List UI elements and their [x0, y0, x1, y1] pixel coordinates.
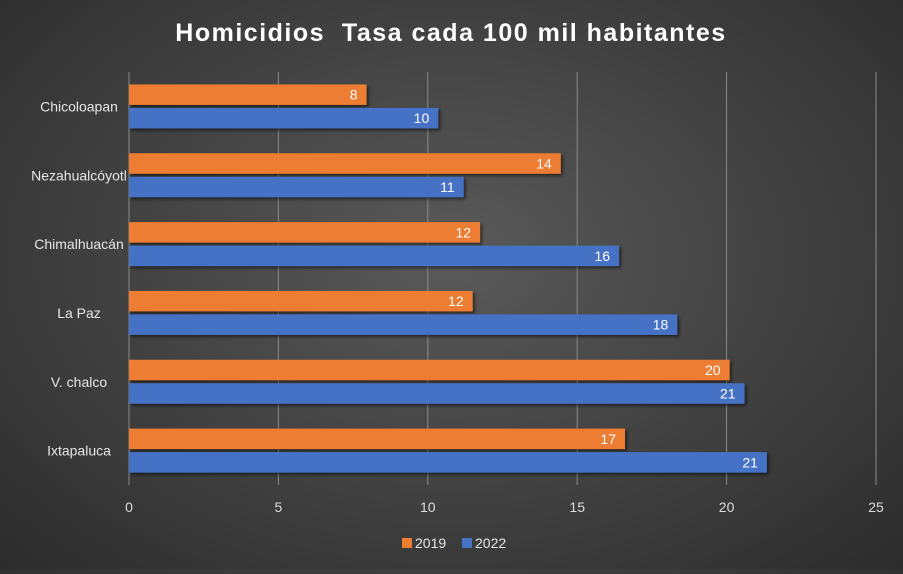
category-label: Chicoloapan: [40, 98, 118, 114]
x-tick-label: 5: [275, 499, 283, 515]
category-axis: Chicoloapan Nezahualcóyotl Chimalhuacán La …: [31, 98, 127, 458]
bar-2019: [129, 290, 473, 312]
gridlines: [128, 72, 877, 485]
category-label: Ixtapaluca: [47, 443, 111, 459]
bar-2022: [129, 245, 620, 267]
data-label-2019: 17: [600, 431, 616, 447]
data-label-2022: 11: [440, 179, 455, 195]
legend: 2019 2022: [402, 535, 506, 551]
x-tick-label: 15: [569, 499, 585, 515]
data-label-2022: 10: [414, 110, 430, 126]
bar-2022: [129, 107, 439, 129]
data-label-2022: 21: [742, 454, 758, 470]
x-tick-label: 10: [420, 499, 436, 515]
bar-2019: [129, 153, 561, 174]
bar-2019: [129, 428, 626, 450]
data-label-2019: 14: [536, 156, 552, 172]
category-label: Chimalhuacán: [34, 236, 124, 252]
legend-swatch-2022: [462, 538, 472, 548]
chart-title: Homicidios Tasa cada 100 mil habitantes: [175, 19, 726, 47]
data-label-2019: 8: [350, 87, 358, 103]
data-label-2019: 12: [456, 224, 472, 240]
legend-label-2022: 2022: [475, 535, 506, 551]
bars: 8 10 14 11 12 16 12 18 20 21 17 21: [129, 84, 767, 473]
data-label-2022: 16: [594, 248, 610, 264]
data-label-2022: 21: [720, 386, 736, 402]
data-label-2019: 12: [448, 293, 464, 309]
value-axis: 0 5 10 15 20 25: [125, 499, 884, 515]
bar-2022: [129, 383, 745, 404]
data-label-2022: 18: [653, 317, 669, 333]
x-tick-label: 0: [125, 499, 133, 515]
category-label: Nezahualcóyotl: [31, 167, 127, 183]
legend-swatch-2019: [402, 538, 412, 548]
bar-2022: [129, 176, 464, 198]
bar-2022: [129, 452, 767, 473]
bar-2019: [129, 84, 367, 105]
bar-2019: [129, 359, 730, 381]
data-label-2019: 20: [705, 362, 721, 378]
bar-2019: [129, 222, 481, 243]
legend-label-2019: 2019: [415, 535, 446, 551]
bar-2022: [129, 314, 678, 335]
category-label: V. chalco: [51, 374, 108, 390]
x-tick-label: 25: [868, 499, 884, 515]
category-label: La Paz: [57, 305, 101, 321]
x-tick-label: 20: [719, 499, 735, 515]
